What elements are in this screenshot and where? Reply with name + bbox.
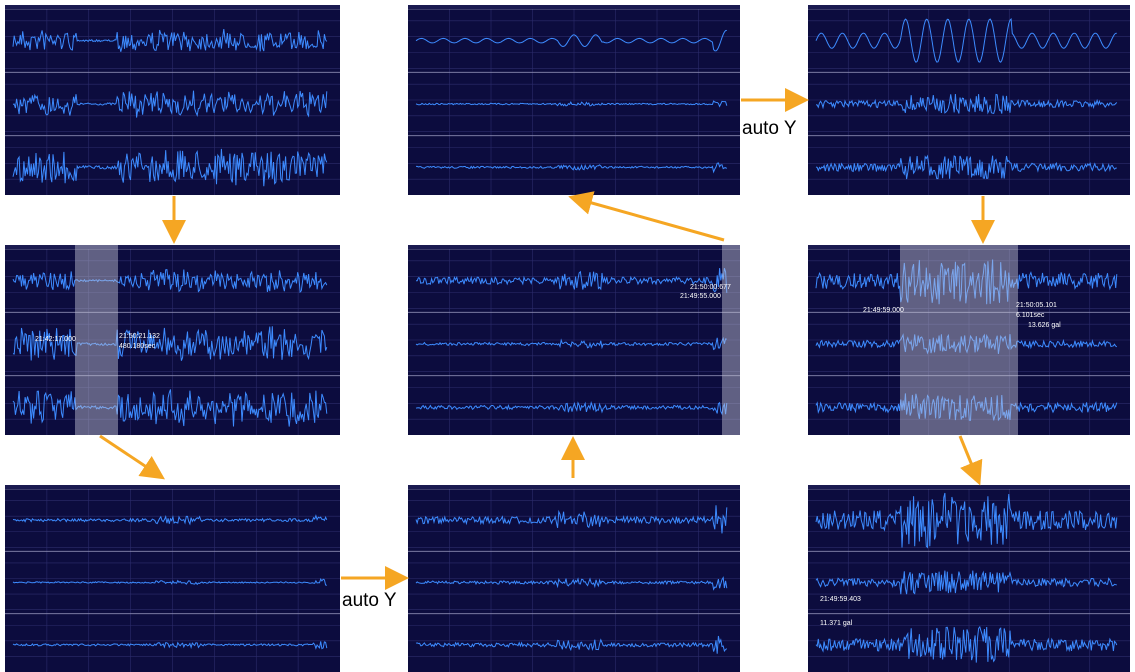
annotation: 21:50:21.132 (119, 333, 160, 340)
panel (808, 5, 1130, 195)
annotation: 21:42:17.000 (35, 336, 76, 343)
panel: 21:49:59.403 11.371 gal (808, 485, 1130, 672)
panel: 21:49:55.000 21:50:00.677 (408, 245, 740, 435)
arrow (100, 436, 160, 476)
annotation: 480.180sec (119, 343, 156, 350)
annotation: 21:49:59.000 (863, 307, 904, 314)
annotation: 21:50:05.101 (1016, 302, 1057, 309)
selection (900, 245, 1018, 435)
annotation: 11.371 gal (820, 620, 853, 627)
arrow (960, 436, 978, 480)
panels: 21:42:17.000 21:50:21.132 480.180sec 21:49:… (5, 5, 1130, 672)
header-bar (5, 5, 340, 9)
header-bar (408, 485, 740, 489)
annotation: 21:49:59.403 (820, 596, 861, 603)
arrow (574, 198, 724, 240)
annotation: 13.626 gal (1028, 322, 1061, 329)
annotation: 21:50:00.677 (690, 284, 731, 291)
arrow-label: auto Y (342, 590, 397, 611)
header-bar (808, 5, 1130, 9)
header-bar (408, 5, 740, 9)
panel (5, 485, 340, 672)
panel (5, 5, 340, 195)
annotation: 6.101sec (1016, 312, 1045, 319)
panel: 21:42:17.000 21:50:21.132 480.180sec (5, 245, 340, 435)
annotation: 21:49:55.000 (680, 293, 721, 300)
panel (408, 485, 740, 672)
header-bar (5, 485, 340, 489)
diagram: 21:42:17.000 21:50:21.132 480.180sec 21:49:… (0, 0, 1135, 672)
selection (75, 245, 118, 435)
selection (722, 245, 740, 435)
panel (408, 5, 740, 195)
header-bar (808, 485, 1130, 489)
arrow-label: auto Y (742, 118, 797, 139)
panel: 21:49:59.000 21:50:05.101 6.101sec 13.626 g… (808, 245, 1130, 435)
header-bar (5, 245, 340, 249)
header-bar (408, 245, 740, 249)
